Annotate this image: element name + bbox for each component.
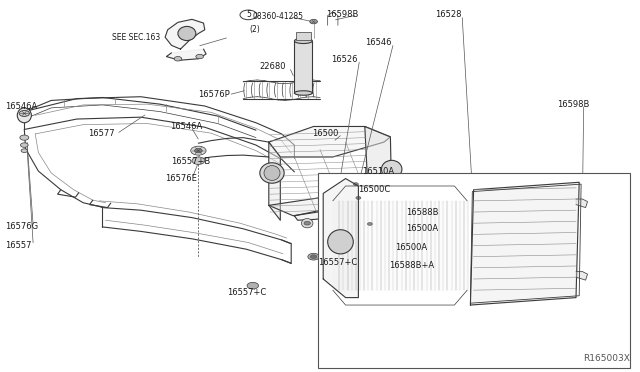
Bar — [294, 41, 312, 93]
Text: 16546A: 16546A — [170, 122, 202, 131]
Text: 16557+C: 16557+C — [227, 288, 266, 296]
Circle shape — [351, 182, 360, 187]
Text: R165003X: R165003X — [584, 354, 630, 363]
Ellipse shape — [294, 91, 312, 95]
Text: 16546: 16546 — [365, 38, 391, 47]
Circle shape — [247, 282, 259, 289]
Bar — [296, 32, 311, 40]
Text: 16588B: 16588B — [406, 208, 439, 217]
Text: 16598B: 16598B — [557, 100, 589, 109]
Circle shape — [367, 222, 372, 225]
Circle shape — [192, 157, 205, 164]
Polygon shape — [165, 19, 205, 49]
Text: 16557+C: 16557+C — [318, 258, 357, 267]
Circle shape — [304, 221, 310, 225]
Circle shape — [310, 255, 317, 259]
Text: (2): (2) — [250, 25, 260, 34]
Polygon shape — [323, 179, 358, 298]
Text: 5: 5 — [246, 10, 251, 19]
Circle shape — [191, 146, 206, 155]
Ellipse shape — [178, 26, 196, 41]
Text: 16588B+A: 16588B+A — [389, 262, 435, 270]
Text: 16576E: 16576E — [165, 174, 197, 183]
Ellipse shape — [260, 163, 284, 183]
Polygon shape — [470, 182, 579, 305]
Text: 16500A: 16500A — [396, 243, 428, 252]
Polygon shape — [389, 177, 404, 186]
Text: 16557+B: 16557+B — [172, 157, 211, 166]
Polygon shape — [576, 199, 588, 208]
Polygon shape — [387, 193, 398, 201]
Text: 16500C: 16500C — [358, 185, 390, 194]
Polygon shape — [166, 49, 206, 60]
Circle shape — [346, 223, 352, 227]
Text: 16546A: 16546A — [5, 102, 37, 110]
Circle shape — [174, 57, 182, 61]
Polygon shape — [333, 201, 467, 290]
Circle shape — [378, 221, 384, 225]
Text: 22680: 22680 — [260, 62, 286, 71]
Ellipse shape — [301, 218, 313, 228]
Circle shape — [365, 221, 374, 227]
Polygon shape — [269, 126, 390, 157]
Circle shape — [20, 143, 28, 147]
Polygon shape — [269, 142, 280, 220]
Circle shape — [310, 19, 317, 24]
Circle shape — [356, 196, 361, 199]
Text: 16576G: 16576G — [5, 222, 38, 231]
Ellipse shape — [328, 230, 353, 254]
Polygon shape — [269, 190, 392, 216]
Circle shape — [21, 149, 28, 153]
Circle shape — [196, 54, 204, 59]
Text: 16576P: 16576P — [198, 90, 230, 99]
Text: 16510A: 16510A — [362, 167, 394, 176]
Circle shape — [354, 195, 363, 201]
Polygon shape — [365, 126, 392, 201]
Ellipse shape — [17, 108, 31, 123]
Circle shape — [240, 10, 257, 20]
Text: 08360-41285: 08360-41285 — [253, 12, 304, 21]
Ellipse shape — [343, 220, 355, 230]
Circle shape — [308, 253, 319, 260]
Circle shape — [392, 182, 399, 186]
Text: 16557: 16557 — [5, 241, 31, 250]
Circle shape — [353, 183, 358, 186]
Text: SEE SEC.163: SEE SEC.163 — [112, 33, 160, 42]
Text: 16526: 16526 — [332, 55, 358, 64]
Text: 16500A: 16500A — [406, 224, 438, 233]
Ellipse shape — [375, 218, 387, 228]
Circle shape — [195, 148, 202, 153]
Bar — [318, 173, 630, 368]
Ellipse shape — [264, 166, 280, 180]
Polygon shape — [294, 201, 394, 220]
Circle shape — [20, 135, 29, 140]
Circle shape — [19, 110, 29, 116]
Ellipse shape — [294, 38, 312, 44]
Text: 16500: 16500 — [312, 129, 339, 138]
Ellipse shape — [381, 160, 402, 178]
Polygon shape — [576, 272, 588, 280]
Text: 16577: 16577 — [88, 129, 115, 138]
Text: 16528: 16528 — [435, 10, 461, 19]
Text: 16598B: 16598B — [326, 10, 359, 19]
